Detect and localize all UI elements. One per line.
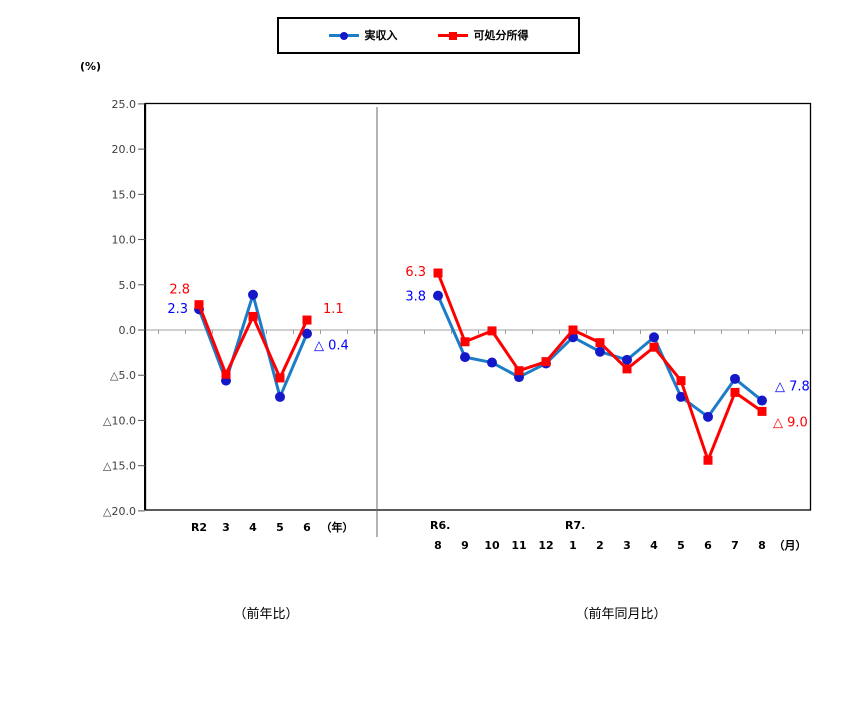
x-axis-suffix-label: （年） xyxy=(321,520,354,534)
y-tick-label: 10.0 xyxy=(112,234,137,247)
disposable-income-line xyxy=(436,272,763,462)
data-point-disposable-income xyxy=(730,387,740,397)
y-tick-label: △20.0 xyxy=(103,505,136,518)
x-tick-label: 4 xyxy=(650,539,658,552)
legend-item-disposable-income: 可処分所得 xyxy=(437,29,529,42)
x-tick-label: 7 xyxy=(731,539,739,552)
value-label: 2.3 xyxy=(167,302,188,317)
disposable-income-line-sample xyxy=(437,31,468,40)
y-tick-label: △15.0 xyxy=(103,460,136,473)
actual-income-circle-marker-icon xyxy=(339,31,348,40)
data-point-disposable-income xyxy=(568,325,578,335)
value-label: △ 7.8 xyxy=(775,380,810,395)
x-tick-label: 1 xyxy=(569,539,577,552)
left-section-caption: （前年比） xyxy=(233,607,299,622)
section-monthly: 6.33.8△ 7.8△ 9.08 9 10 11 12 1 2 3 4 5 6 7 8R6. R7.（月… xyxy=(405,265,810,552)
data-point-disposable-income xyxy=(221,369,231,379)
data-point-disposable-income xyxy=(622,364,632,374)
x-tick-label: 8 xyxy=(758,539,766,552)
data-point-actual-income xyxy=(676,391,686,402)
data-point-disposable-income xyxy=(676,376,686,386)
y-tick-label: 15.0 xyxy=(112,188,137,201)
x-tick-label: 5 xyxy=(276,521,284,534)
era-label: R7. xyxy=(565,519,585,532)
data-point-actual-income xyxy=(703,411,713,422)
data-point-disposable-income xyxy=(194,300,204,310)
actual-income-line-sample xyxy=(328,31,359,40)
series-actual-income xyxy=(433,290,767,422)
value-label: 3.8 xyxy=(405,290,426,305)
y-tick-label: 5.0 xyxy=(119,279,137,292)
x-tick-label: 3 xyxy=(222,521,230,534)
data-point-disposable-income xyxy=(757,406,767,416)
data-point-actual-income xyxy=(302,328,312,339)
x-tick-label: 5 xyxy=(677,539,685,552)
legend-item-actual-income: 実収入 xyxy=(328,29,398,42)
y-tick-label: △10.0 xyxy=(103,414,136,427)
x-tick-label: 12 xyxy=(538,539,553,552)
data-point-disposable-income xyxy=(275,373,285,383)
right-section-caption: （前年同月比） xyxy=(575,607,667,622)
value-label: 1.1 xyxy=(323,302,344,317)
data-point-disposable-income xyxy=(487,326,497,336)
series-disposable-income xyxy=(433,268,767,465)
data-point-actual-income xyxy=(649,332,659,343)
data-point-actual-income xyxy=(433,290,443,301)
x-tick-label: 2 xyxy=(596,539,604,552)
data-point-actual-income xyxy=(460,352,470,363)
category-axis-ticks xyxy=(158,330,803,334)
value-label: 2.8 xyxy=(169,283,190,298)
x-tick-label: R2 xyxy=(191,521,207,534)
data-point-actual-income xyxy=(248,289,258,300)
x-tick-label: 9 xyxy=(461,539,469,552)
y-tick-label: 20.0 xyxy=(112,143,137,156)
x-tick-label: 6 xyxy=(704,539,712,552)
x-tick-label: 10 xyxy=(484,539,500,552)
data-point-disposable-income xyxy=(433,268,443,278)
value-label: △ 9.0 xyxy=(773,415,808,430)
x-tick-label: 11 xyxy=(511,539,526,552)
x-tick-label: 6 xyxy=(303,521,311,534)
x-tick-label: 8 xyxy=(434,539,442,552)
section-annual: 2.8 2.3 1.1 △ 0.4 R2 3 4 5 6 （年） xyxy=(167,283,353,534)
plot-border xyxy=(144,102,812,511)
legend-label: 可処分所得 xyxy=(473,29,529,42)
data-point-disposable-income xyxy=(460,337,470,347)
data-point-actual-income xyxy=(595,346,605,357)
x-tick-label: 3 xyxy=(623,539,631,552)
y-tick-label: 25.0 xyxy=(112,98,137,111)
data-point-actual-income xyxy=(487,357,497,368)
legend-label: 実収入 xyxy=(364,29,398,42)
data-point-disposable-income xyxy=(703,455,713,465)
y-tick-label: 0.0 xyxy=(119,324,137,337)
series-disposable-income xyxy=(194,300,312,383)
y-axis-unit-label: (%) xyxy=(80,60,102,73)
value-label: 6.3 xyxy=(405,265,426,280)
data-point-disposable-income xyxy=(541,357,551,367)
data-point-disposable-income xyxy=(514,366,524,376)
data-point-disposable-income xyxy=(248,311,258,321)
disposable-income-square-marker-icon xyxy=(448,31,457,40)
data-point-disposable-income xyxy=(595,338,605,348)
data-point-actual-income xyxy=(275,391,285,402)
data-point-disposable-income xyxy=(302,315,312,325)
data-point-actual-income xyxy=(757,395,767,406)
y-axis: 25.0 20.0 15.0 10.0 5.0 0.0 △5.0 △10.0 △15.0 △20.… xyxy=(103,98,145,518)
data-point-actual-income xyxy=(622,354,632,365)
value-label: △ 0.4 xyxy=(314,339,349,354)
x-tick-label: 4 xyxy=(249,521,257,534)
chart-legend: 実収入 可処分所得 xyxy=(277,17,580,54)
era-label: R6. xyxy=(430,519,450,532)
data-point-disposable-income xyxy=(649,342,659,352)
data-point-actual-income xyxy=(730,373,740,384)
x-axis-suffix-label: （月） xyxy=(774,539,807,552)
y-tick-label: △5.0 xyxy=(110,369,136,382)
